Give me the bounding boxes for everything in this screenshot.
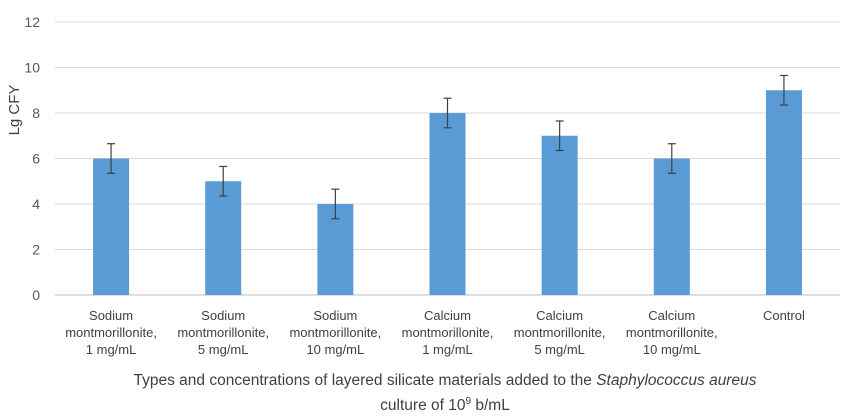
x-axis-title: Types and concentrations of layered sili… xyxy=(40,370,850,416)
x-axis-title-species: Staphylococcus aureus xyxy=(596,372,757,389)
bar xyxy=(653,158,690,295)
bar xyxy=(765,90,802,295)
y-tick-label: 6 xyxy=(32,151,40,167)
y-tick-label: 0 xyxy=(32,287,40,303)
category-label: Sodium montmorillonite, 1 mg/mL xyxy=(65,308,157,357)
bar xyxy=(205,181,242,295)
category-label: Calcium montmorillonite, 10 mg/mL xyxy=(626,308,718,357)
y-tick-label: 4 xyxy=(32,196,40,212)
bar xyxy=(541,135,578,295)
x-axis-title-line1: Types and concentrations of layered sili… xyxy=(40,370,850,391)
category-label: Sodium montmorillonite, 10 mg/mL xyxy=(289,308,381,357)
y-tick-label: 10 xyxy=(24,60,40,76)
y-axis-label: Lg CFY xyxy=(6,85,23,136)
x-axis-title-line2-text: culture of 10 xyxy=(380,397,466,415)
bar xyxy=(429,113,466,295)
category-label: Calcium montmorillonite, 1 mg/mL xyxy=(402,308,494,357)
x-axis-title-unit: b/mL xyxy=(471,397,510,415)
category-label: Sodium montmorillonite, 5 mg/mL xyxy=(177,308,269,357)
y-tick-label: 2 xyxy=(32,242,40,258)
x-axis-title-exponent: 9 xyxy=(465,396,472,407)
y-tick-label: 12 xyxy=(24,14,40,30)
error-bars xyxy=(107,74,788,220)
bars xyxy=(93,90,802,295)
x-axis-title-line2: culture of 109 b/mL xyxy=(40,391,850,416)
y-tick-label: 8 xyxy=(32,105,40,121)
category-label: Control xyxy=(763,308,805,323)
category-label: Calcium montmorillonite, 5 mg/mL xyxy=(514,308,606,357)
y-tick-labels: 0 2 4 6 8 10 12 xyxy=(24,14,40,303)
category-labels: Sodium montmorillonite, 1 mg/mL Sodium montm… xyxy=(65,308,805,357)
bar xyxy=(93,158,130,295)
x-axis-title-text: Types and concentrations of layered sili… xyxy=(133,372,597,389)
